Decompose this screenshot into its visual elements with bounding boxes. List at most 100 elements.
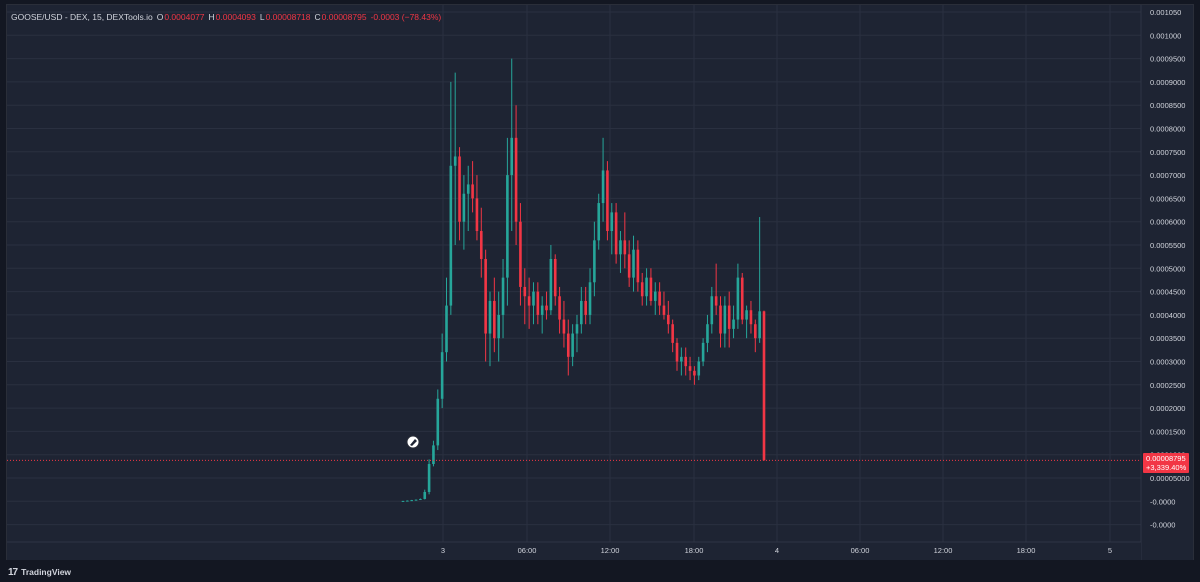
candle-body	[619, 240, 622, 255]
candle-body	[410, 500, 414, 502]
candle-body	[536, 291, 540, 315]
candle-body	[623, 240, 627, 255]
price-badge-bg	[1143, 453, 1189, 473]
candle-body	[427, 464, 431, 492]
candle	[706, 314, 709, 353]
candle-body	[471, 184, 474, 199]
candle	[671, 319, 674, 353]
tradingview-logo-icon: 17	[8, 566, 18, 578]
candle-body	[566, 333, 570, 357]
legend-symbol[interactable]: GOOSE/USD - DEX, 15, DEXTools.io	[11, 12, 153, 22]
candle	[597, 193, 601, 250]
candle	[614, 203, 618, 264]
candle-body	[588, 282, 592, 315]
candle	[466, 165, 470, 232]
candle	[684, 347, 688, 376]
candle	[440, 333, 444, 409]
brand-name: TradingView	[21, 567, 72, 577]
time-tick-label: 5	[1108, 546, 1112, 555]
candle-body	[484, 258, 487, 334]
candle	[432, 440, 435, 467]
candlestick-chart[interactable]: 0.001050 0.001000 0.0009500 0.0009000 0.0008…	[0, 0, 1200, 562]
candle-body	[593, 240, 596, 283]
legend-close-label: C	[314, 12, 321, 22]
candle-body	[401, 500, 405, 502]
marker-icon[interactable]	[406, 435, 420, 449]
candle-body	[466, 184, 470, 194]
last-price-badge: 0.00008795 +3,339.40%	[1143, 453, 1189, 473]
candle	[606, 161, 609, 241]
candle-body	[562, 319, 566, 334]
candle	[501, 258, 505, 339]
price-tick-label: -0.0000	[1150, 521, 1175, 530]
chart-frame	[6, 4, 1194, 560]
candle-body	[458, 156, 461, 222]
candle-body	[523, 286, 527, 297]
candle	[406, 500, 409, 502]
candle	[527, 277, 531, 329]
price-scale-labels: 0.001050 0.001000 0.0009500 0.0009000 0.0008…	[1150, 8, 1190, 530]
candle	[580, 286, 583, 334]
candle	[640, 272, 644, 306]
candle-body	[519, 221, 522, 287]
candle-body	[540, 305, 544, 315]
candle	[445, 277, 448, 362]
candle-body	[501, 277, 505, 315]
candle	[479, 207, 483, 278]
candle-body	[727, 305, 731, 329]
candle-body	[736, 277, 740, 320]
time-tick-label: 06:00	[851, 546, 870, 555]
candle-body	[584, 300, 587, 315]
legend-close-value: 0.00008795	[321, 12, 367, 22]
candle-body	[740, 277, 744, 320]
candle-body	[723, 305, 727, 334]
candle	[453, 72, 457, 245]
tradingview-brand[interactable]: 17 TradingView	[8, 566, 71, 578]
candle-body	[497, 314, 500, 339]
candle	[549, 245, 553, 315]
candle	[401, 500, 405, 502]
candle	[493, 277, 496, 353]
candle	[532, 282, 535, 325]
candle-body	[610, 212, 614, 232]
candle-body	[745, 310, 748, 320]
price-tick-label: 0.0007000	[1150, 171, 1185, 180]
candle-body	[527, 296, 531, 306]
candle	[458, 147, 461, 241]
price-tick-label: 0.0003500	[1150, 334, 1185, 343]
price-badge-price: 0.00008795	[1146, 454, 1186, 463]
candle-body	[762, 311, 766, 461]
candle-body	[479, 231, 483, 259]
candle-body	[558, 296, 561, 320]
candle	[436, 389, 440, 451]
candle	[610, 203, 614, 255]
price-tick-label: 0.0009000	[1150, 78, 1185, 87]
candle-body	[645, 277, 648, 297]
candle-body	[693, 370, 696, 376]
candle	[519, 203, 522, 306]
candle-body	[675, 342, 679, 362]
price-tick-label: 0.0008500	[1150, 101, 1185, 110]
time-tick-label: 12:00	[934, 546, 953, 555]
time-scale-background[interactable]	[7, 542, 1141, 560]
candle-body	[475, 198, 479, 232]
candle-body	[680, 356, 683, 362]
candle	[649, 268, 653, 306]
candle-body	[627, 254, 631, 278]
candle	[588, 268, 592, 325]
candle-body	[514, 137, 518, 222]
candle-body	[601, 170, 605, 204]
price-tick-label: 0.0006000	[1150, 218, 1185, 227]
time-tick-label: 18:00	[685, 546, 704, 555]
candle	[753, 319, 757, 353]
candle-body	[714, 296, 718, 306]
candle	[475, 175, 479, 241]
candle-body	[688, 366, 692, 371]
price-tick-label: 0.0002500	[1150, 381, 1185, 390]
candle-body	[667, 314, 670, 325]
candle	[632, 235, 635, 292]
candle	[566, 319, 570, 376]
candle	[510, 58, 514, 232]
candle	[506, 137, 509, 306]
candle	[693, 366, 696, 385]
